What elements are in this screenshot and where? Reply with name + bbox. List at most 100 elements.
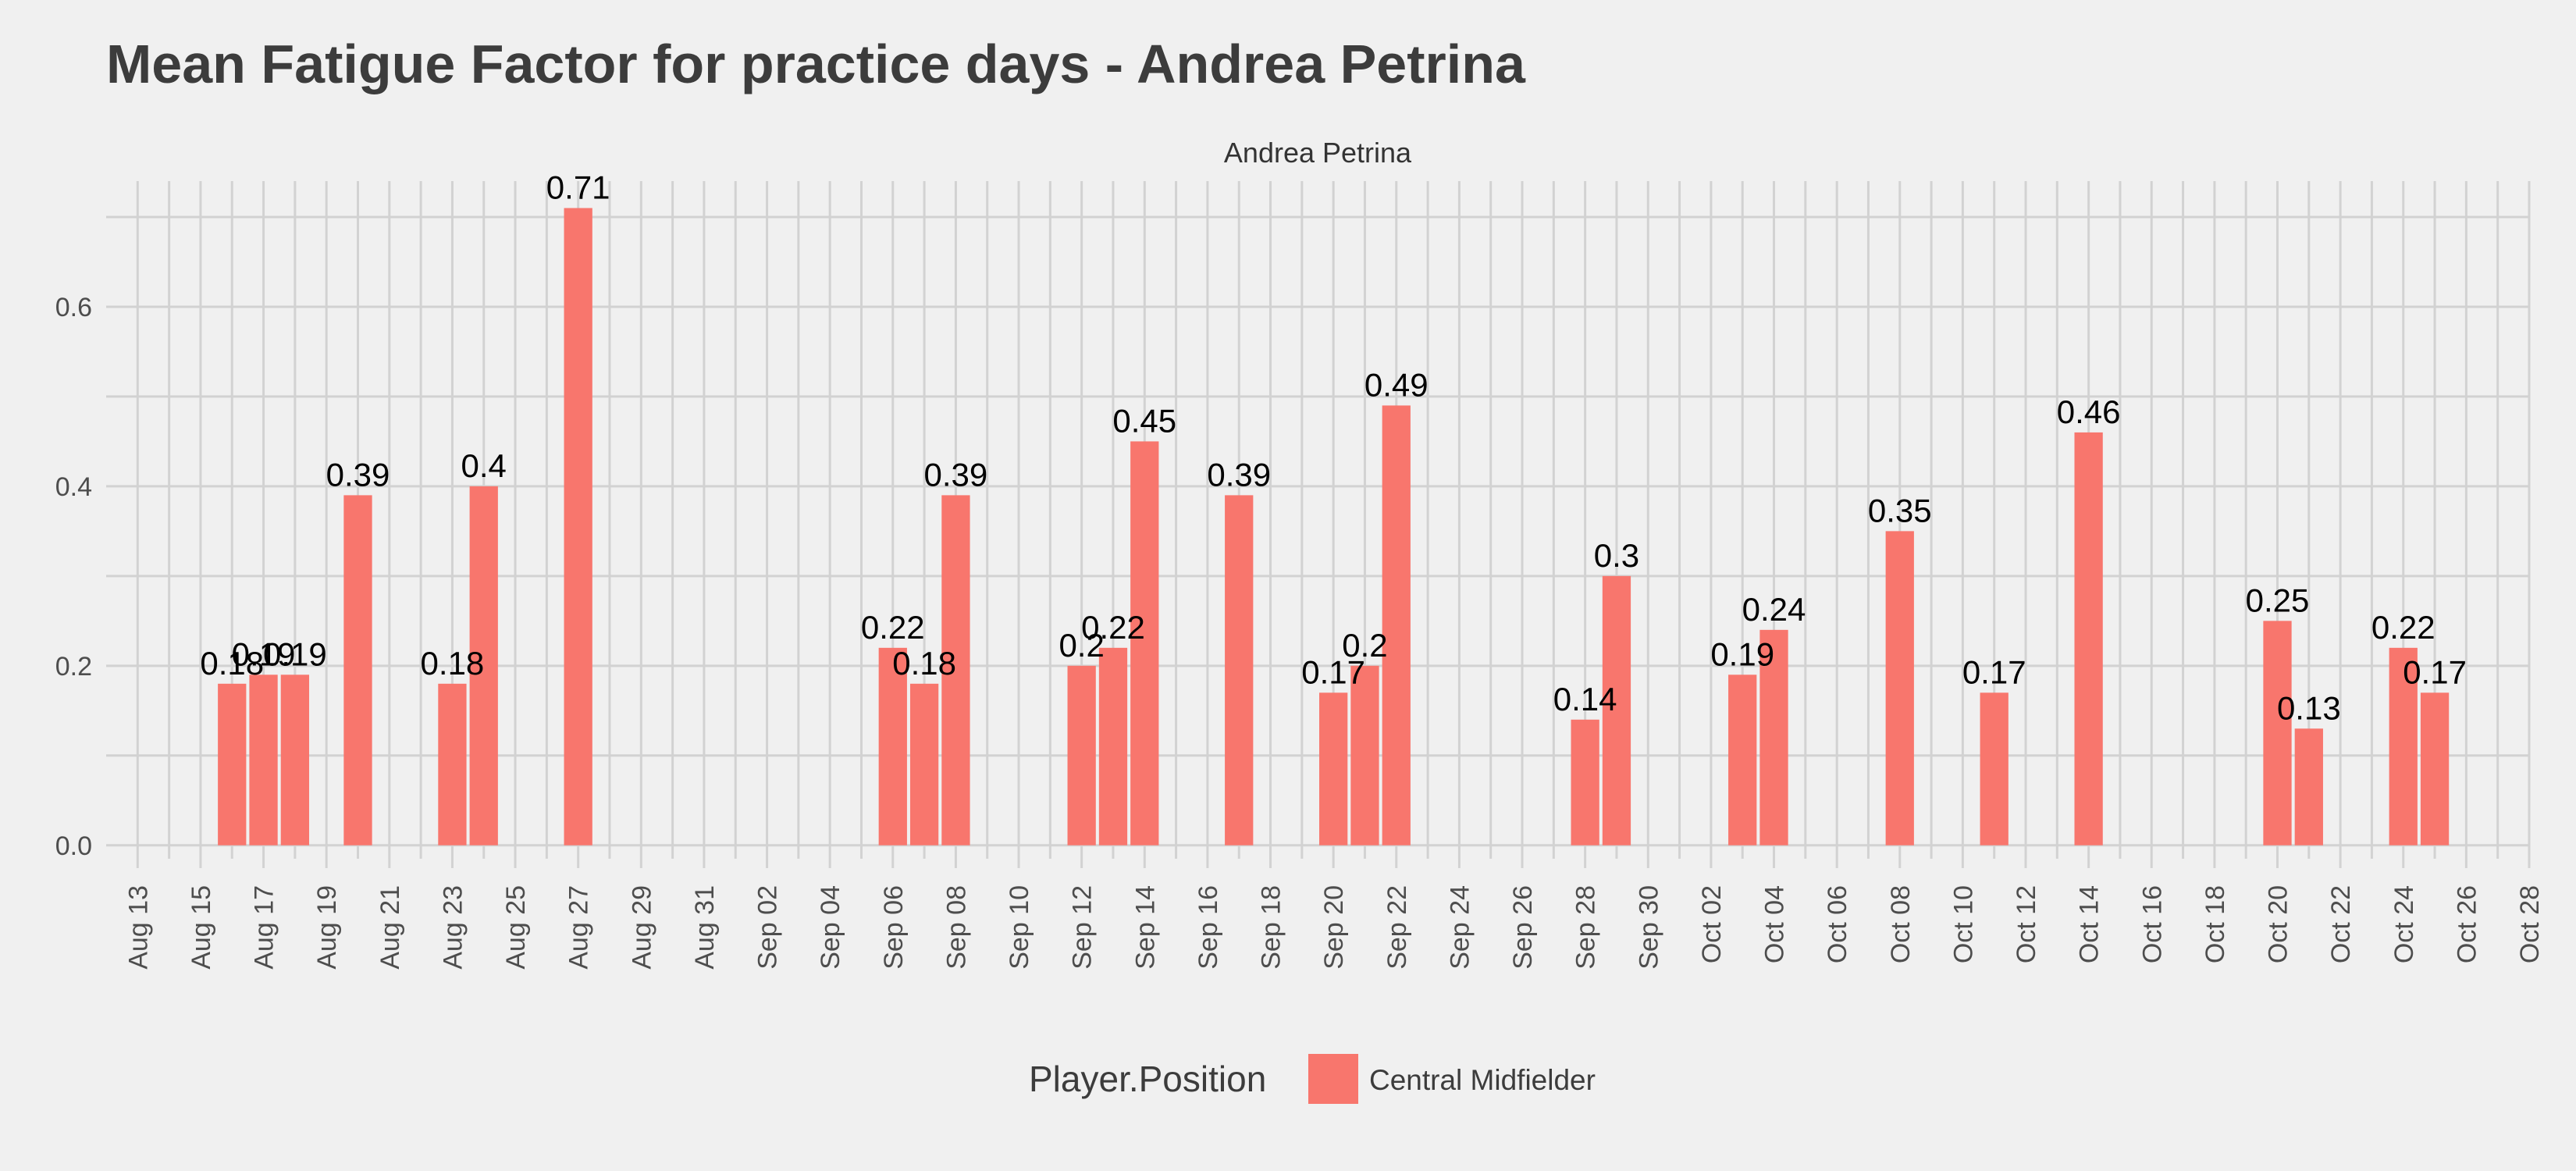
- bar: [1728, 674, 1757, 845]
- x-axis: Aug 13 Aug 15 Aug 17 Aug 19 Aug 21 Aug 23 Aug …: [123, 859, 2545, 970]
- x-tick-label: Sep 10: [1005, 885, 1034, 970]
- facet-label: Andrea Petrina: [1224, 137, 1412, 169]
- data-label: 0.2: [1342, 627, 1387, 664]
- bar: [280, 674, 310, 845]
- bar: [2074, 432, 2103, 845]
- data-label: 0.22: [2371, 609, 2435, 646]
- x-tick-label: Aug 13: [123, 885, 153, 970]
- x-tick-label: Aug 27: [564, 885, 594, 970]
- x-tick-label: Oct 08: [1886, 885, 1916, 963]
- data-label: 0.71: [546, 169, 610, 205]
- x-tick-label: Aug 19: [312, 885, 342, 970]
- bar: [2294, 728, 2323, 845]
- data-label: 0.39: [1207, 456, 1271, 493]
- x-tick-label: Sep 04: [816, 885, 845, 970]
- legend-label: Central Midfielder: [1369, 1064, 1596, 1096]
- x-tick-label: Sep 26: [1508, 885, 1538, 970]
- x-tick-label: Oct 02: [1697, 885, 1727, 963]
- x-tick-label: Oct 12: [2012, 885, 2041, 963]
- x-tick-label: Aug 21: [375, 885, 405, 970]
- x-tick-label: Sep 16: [1194, 885, 1223, 970]
- bar: [1130, 441, 1159, 845]
- bar: [2389, 647, 2418, 845]
- bar: [1067, 665, 1096, 845]
- data-label: 0.25: [2246, 582, 2310, 618]
- bar: [1885, 531, 1914, 845]
- bar: [343, 495, 372, 845]
- bar: [249, 674, 278, 845]
- x-tick-label: Oct 10: [1948, 885, 1978, 963]
- y-axis: 0.0 0.2 0.4 0.6: [55, 293, 92, 861]
- data-label: 0.19: [232, 635, 296, 672]
- y-tick-label: 0.0: [55, 831, 92, 861]
- bar: [1319, 692, 1348, 845]
- data-label: 0.18: [892, 645, 956, 682]
- chart-title: Mean Fatigue Factor for practice days - …: [106, 34, 1525, 94]
- bar: [2263, 621, 2292, 845]
- data-label: 0.19: [1710, 635, 1774, 672]
- bar: [1098, 647, 1128, 845]
- x-tick-label: Sep 20: [1319, 885, 1349, 970]
- bar: [878, 647, 907, 845]
- data-label: 0.3: [1594, 537, 1639, 574]
- bar: [2420, 692, 2450, 845]
- data-label: 0.18: [200, 645, 264, 682]
- data-label: 0.13: [2277, 689, 2341, 726]
- y-tick-label: 0.6: [55, 293, 92, 322]
- bar: [1350, 665, 1379, 845]
- x-tick-label: Oct 06: [1823, 885, 1852, 963]
- x-tick-label: Aug 23: [438, 885, 468, 970]
- bar: [564, 208, 592, 845]
- x-tick-label: Sep 18: [1257, 885, 1286, 970]
- bar: [1759, 629, 1788, 845]
- data-label: 0.18: [421, 645, 485, 682]
- x-tick-label: Oct 14: [2075, 885, 2105, 963]
- data-label: 0.17: [1962, 653, 2026, 690]
- data-label: 0.49: [1364, 366, 1429, 403]
- data-label: 0.4: [461, 447, 507, 484]
- x-tick-label: Oct 20: [2264, 885, 2293, 963]
- x-tick-label: Sep 28: [1571, 885, 1601, 970]
- legend-swatch: [1308, 1054, 1358, 1104]
- x-tick-label: Aug 25: [501, 885, 531, 970]
- bar: [1571, 719, 1599, 845]
- x-tick-label: Aug 31: [690, 885, 720, 970]
- data-label: 0.24: [1742, 591, 1806, 628]
- bar: [438, 683, 467, 845]
- data-labels: 0.180.190.190.390.180.40.710.220.180.390…: [200, 169, 2467, 726]
- bar: [909, 683, 939, 845]
- data-label: 0.39: [326, 456, 390, 493]
- data-label: 0.17: [1301, 653, 1365, 690]
- x-tick-label: Aug 15: [187, 885, 216, 970]
- x-tick-label: Sep 22: [1382, 885, 1412, 970]
- bar: [218, 683, 247, 845]
- x-tick-label: Sep 30: [1634, 885, 1663, 970]
- x-tick-label: Sep 14: [1130, 885, 1160, 970]
- x-tick-label: Oct 22: [2326, 885, 2356, 963]
- bar: [1602, 575, 1631, 845]
- legend: Player.Position Central Midfielder: [1029, 1054, 1596, 1104]
- x-tick-label: Sep 02: [753, 885, 783, 970]
- data-label: 0.17: [2403, 653, 2467, 690]
- data-label: 0.2: [1059, 627, 1104, 664]
- bar: [1225, 495, 1254, 845]
- x-tick-label: Sep 08: [941, 885, 971, 970]
- x-tick-label: Aug 29: [627, 885, 656, 970]
- x-tick-label: Sep 06: [879, 885, 909, 970]
- x-tick-label: Oct 24: [2389, 885, 2419, 963]
- data-label: 0.22: [861, 609, 925, 646]
- y-tick-label: 0.4: [55, 472, 92, 502]
- legend-title: Player.Position: [1029, 1059, 1266, 1099]
- x-tick-label: Oct 16: [2137, 885, 2167, 963]
- x-tick-label: Aug 17: [250, 885, 279, 970]
- bar: [1980, 692, 2008, 845]
- x-tick-label: Sep 12: [1068, 885, 1098, 970]
- y-tick-label: 0.2: [55, 652, 92, 682]
- data-label: 0.22: [1081, 609, 1145, 646]
- bars: [218, 208, 2450, 845]
- data-label: 0.19: [263, 635, 327, 672]
- data-label: 0.45: [1112, 402, 1176, 439]
- x-tick-label: Sep 24: [1445, 885, 1475, 970]
- x-tick-label: Oct 04: [1760, 885, 1790, 963]
